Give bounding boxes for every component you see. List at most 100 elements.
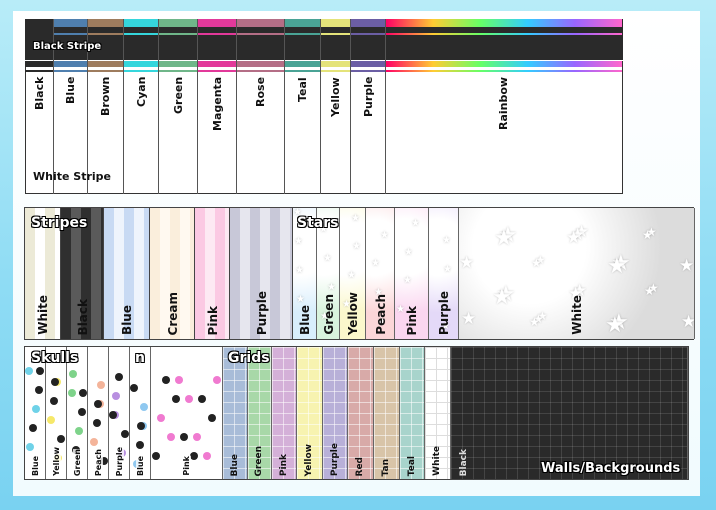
top-column: Purple	[351, 19, 386, 194]
bubble-icon	[26, 443, 34, 451]
top-column-label: Blue	[64, 77, 77, 105]
star-icon: ★	[611, 251, 631, 276]
star-icon: ★	[296, 294, 305, 305]
bottom-swatch	[351, 61, 386, 67]
skull-icon	[109, 411, 117, 419]
bubble-icon	[68, 389, 76, 397]
star-icon: ★	[570, 225, 586, 245]
grid-swatch: Blue	[223, 347, 248, 479]
star-icon: ★	[411, 218, 420, 229]
star-icon: ★	[374, 287, 383, 298]
star-label: Blue	[298, 305, 312, 335]
star-icon: ★	[572, 281, 588, 301]
bubble-icon	[112, 392, 120, 400]
stripe-swatch: Black	[61, 208, 104, 339]
skull-icon	[100, 457, 108, 465]
column-divider	[87, 19, 88, 194]
star-icon: ★	[498, 223, 518, 248]
top-column: Brown	[88, 19, 124, 194]
bottom-line	[386, 70, 622, 72]
star-icon: ★	[442, 235, 451, 246]
top-column-label: Rose	[254, 77, 267, 108]
star-icon: ★	[529, 315, 540, 329]
top-line	[159, 33, 198, 35]
top-column-label: Teal	[296, 77, 309, 102]
top-swatch	[54, 19, 88, 27]
black-stripe-label: Black Stripe	[33, 41, 102, 52]
skull-swatch: Blue	[130, 347, 151, 479]
top-column: Magenta	[198, 19, 237, 194]
star-label: Purple	[437, 290, 451, 335]
top-column-label: Magenta	[210, 77, 224, 132]
bottom-line	[351, 70, 386, 72]
bubble-icon	[140, 403, 148, 411]
grids-title: Grids	[228, 350, 270, 366]
star-swatch: ★ ★ ★ ★ ★ ★ ★ ★ ★ ★ ★ ★ ★ ★ ★ ★ ★ ★ ★ ★ ★ ★ ★ ★ ★ ★ White	[459, 208, 695, 339]
column-divider	[123, 19, 124, 194]
skull-icon	[93, 419, 101, 427]
star-icon: ★	[535, 253, 546, 267]
bottom-line	[124, 70, 159, 72]
top-swatch	[237, 19, 285, 27]
bottom-swatch	[386, 61, 622, 67]
skull-label: Purple	[114, 446, 124, 476]
bottom-line	[88, 70, 124, 72]
star-icon: ★	[320, 311, 329, 322]
top-swatch	[285, 19, 321, 27]
stripe-swatch: Pink	[195, 208, 230, 339]
star-label: White	[570, 295, 584, 335]
column-divider	[350, 19, 351, 194]
star-swatch: ★ ★ ★ ★ Purple	[429, 208, 459, 339]
stripe-label: Purple	[254, 290, 269, 335]
grid-label: White	[432, 446, 442, 476]
top-column: Rose	[237, 19, 285, 194]
stripe-label: Blue	[120, 305, 134, 335]
star-icon: ★	[293, 208, 302, 218]
grid-label: Purple	[329, 442, 340, 476]
top-column-label: Rainbow	[497, 77, 510, 131]
column-divider	[158, 19, 159, 194]
star-icon: ★	[679, 256, 695, 276]
bottom-line	[198, 70, 237, 72]
skull-swatch: Green	[67, 347, 88, 479]
star-icon: ★	[323, 253, 332, 264]
stripes-stars-panel: White Black Blue Cream Pink Purple ★ ★ ★ ★ Blue ★ ★…	[24, 207, 695, 340]
skull-swatch: Purple	[109, 347, 130, 479]
skull-icon	[94, 400, 102, 408]
top-line	[237, 33, 285, 35]
skull-icon	[162, 376, 170, 384]
star-icon: ★	[295, 265, 304, 276]
stripe-swatch: White	[25, 208, 61, 339]
top-column: Green	[159, 19, 198, 194]
column-divider	[197, 19, 198, 194]
skull-icon	[78, 408, 86, 416]
skull-icon	[115, 373, 123, 381]
skull-icon	[180, 433, 188, 441]
top-column: Blue	[54, 19, 88, 194]
star-icon: ★	[681, 312, 695, 332]
skull-icon	[152, 452, 160, 460]
star-icon: ★	[568, 284, 584, 304]
grid-swatch: Pink	[272, 347, 297, 479]
top-line	[285, 33, 321, 35]
skull-label: Yellow	[51, 447, 61, 476]
skull-icon	[29, 424, 37, 432]
bottom-line	[54, 70, 88, 72]
skull-swatch: Peach	[88, 347, 109, 479]
top-line	[25, 33, 54, 35]
grid-label: Pink	[278, 453, 289, 476]
star-icon: ★	[605, 313, 625, 338]
bubble-icon	[175, 376, 183, 384]
top-line	[386, 33, 622, 35]
grid-label: Red	[355, 456, 365, 476]
stripe-swatch: Cream	[150, 208, 195, 339]
stripe-label: White	[36, 295, 50, 335]
star-label: Peach	[373, 294, 388, 335]
stripe-label: Cream	[165, 291, 180, 335]
star-icon: ★	[607, 254, 627, 279]
grid-swatch: White	[425, 347, 451, 479]
bottom-line	[321, 70, 351, 72]
top-column-label: Green	[171, 77, 185, 115]
star-icon: ★	[496, 282, 516, 307]
bottom-swatch	[159, 61, 198, 67]
